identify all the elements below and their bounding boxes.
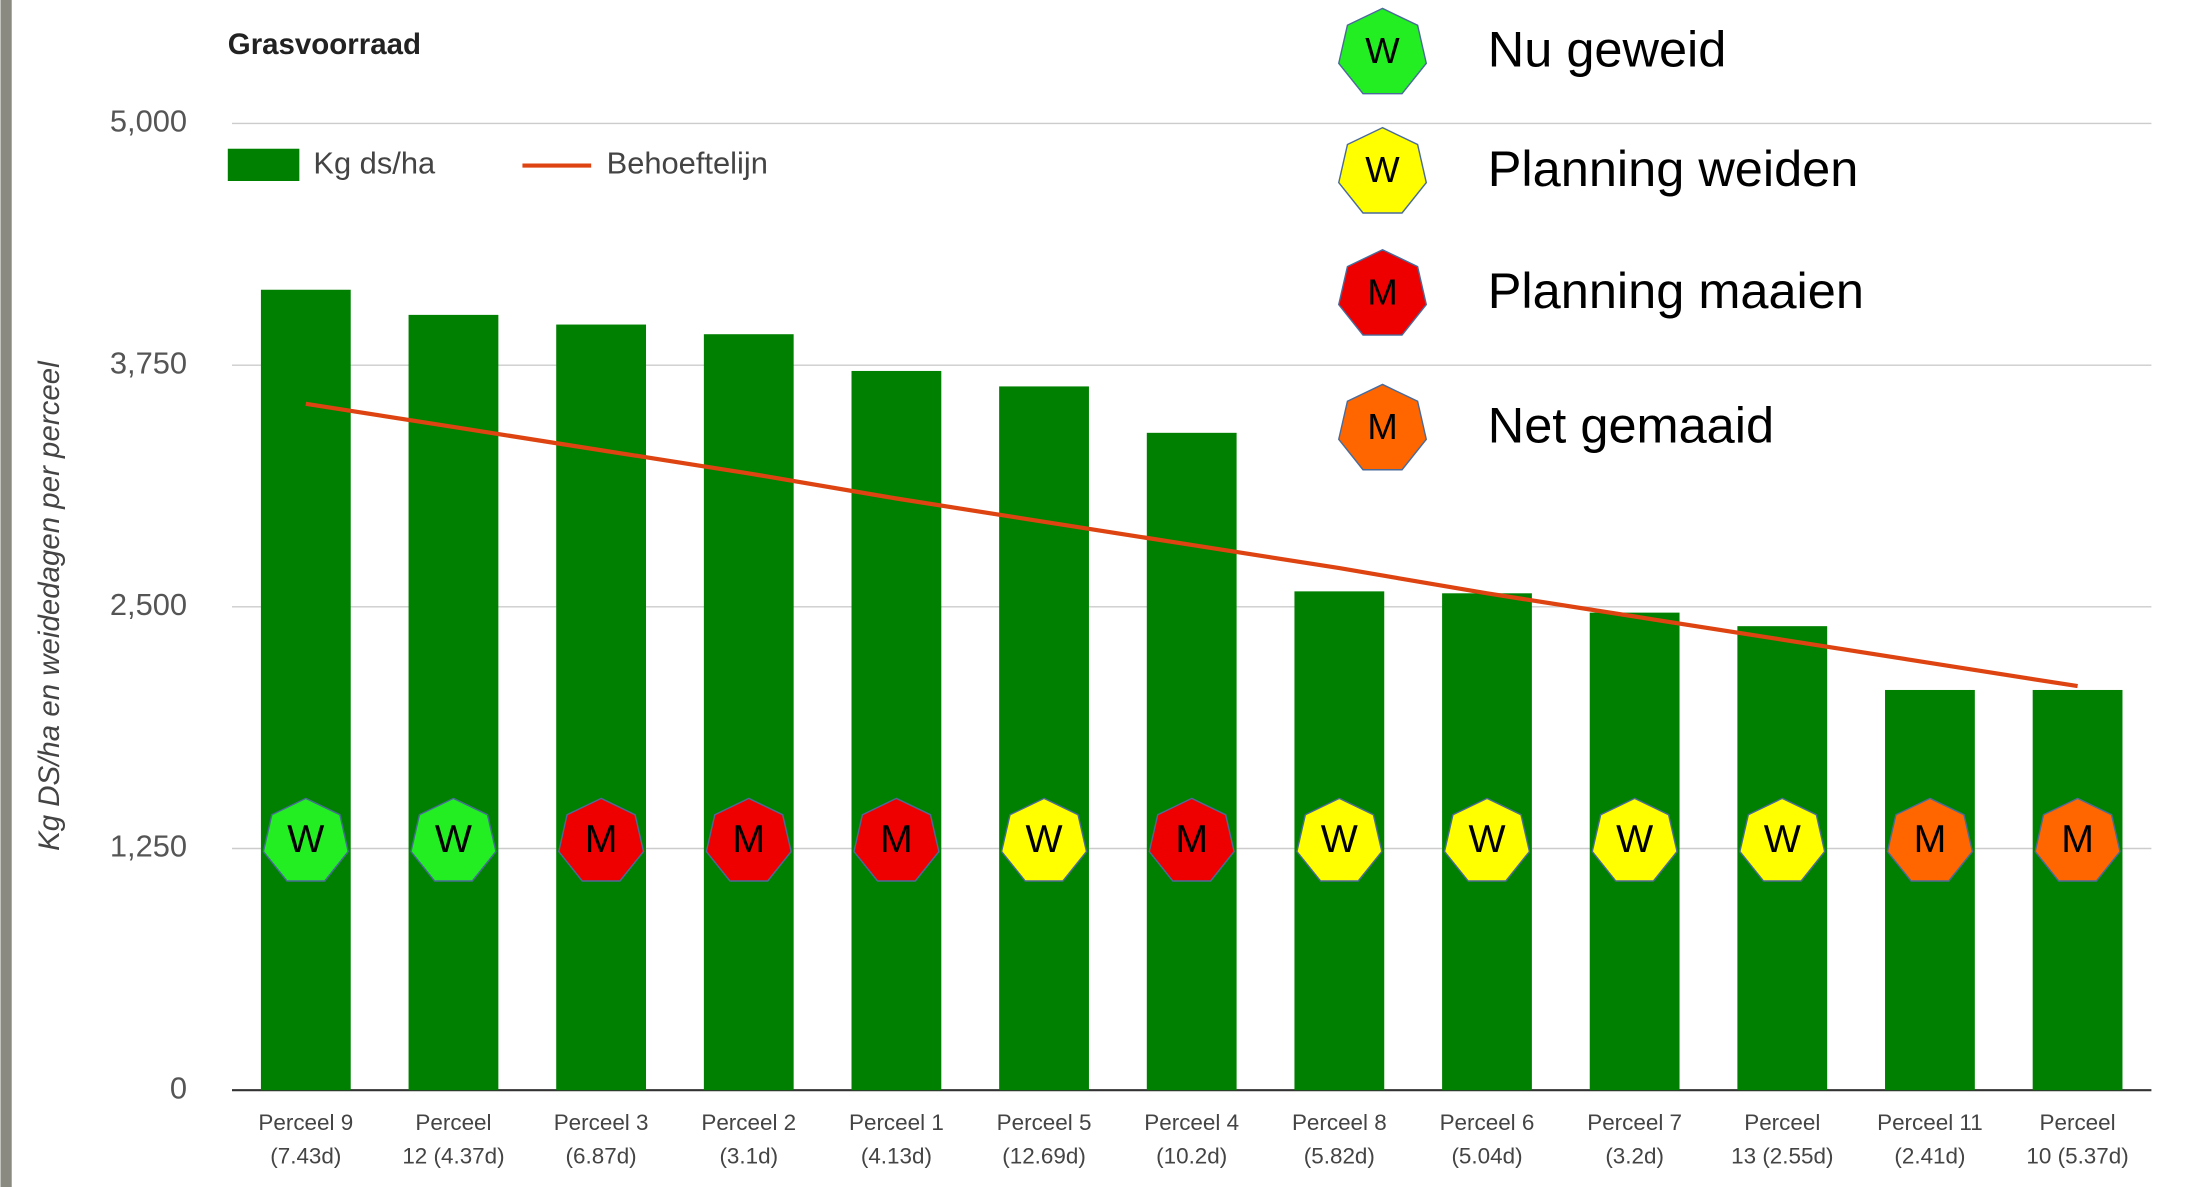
status-badge-letter: W: [435, 817, 472, 861]
bar: [1885, 689, 1975, 1091]
legend-label: Kg ds/ha: [313, 146, 436, 181]
y-tick-label: 1,250: [110, 829, 187, 864]
status-badge: [262, 797, 349, 882]
status-badge: [705, 797, 792, 882]
status-legend-label: Planning weiden: [1488, 140, 1859, 197]
status-badge: [853, 797, 940, 882]
x-tick-label: Perceel 3 (6.87d): [554, 1110, 649, 1169]
bar: [703, 334, 794, 1091]
chart-title: Grasvoorraad: [228, 28, 421, 61]
x-tick-label: Perceel 7 (3.2d): [1587, 1110, 1682, 1169]
x-tick-label: Perceel 10 (5.37d): [2026, 1110, 2128, 1169]
status-badge: [1886, 797, 1974, 882]
photo-edge: [0, 0, 12, 1187]
status-badge-letter: M: [732, 817, 765, 861]
status-legend-badge: [1337, 126, 1428, 214]
status-badge: [2034, 797, 2121, 882]
x-tick-label: Perceel 9 (7.43d): [258, 1110, 353, 1169]
status-legend-letter: W: [1365, 30, 1400, 71]
y-tick-label: 2,500: [110, 587, 187, 622]
requirement-line: [305, 401, 2078, 689]
bar: [999, 386, 1089, 1091]
bar: [1146, 432, 1237, 1091]
x-tick-label: Perceel 2 (3.1d): [701, 1110, 796, 1169]
bar: [851, 370, 942, 1091]
x-tick-label: Perceel 8 (5.82d): [1292, 1110, 1387, 1169]
bar: [408, 314, 499, 1091]
status-badge-letter: W: [1321, 817, 1358, 861]
status-badge-letter: W: [1616, 817, 1653, 861]
status-badge: [1148, 797, 1235, 882]
x-tick-label: Perceel 12 (4.37d): [402, 1110, 504, 1169]
x-tick-label: Perceel 6 (5.04d): [1440, 1110, 1535, 1169]
status-badge: [1000, 797, 1088, 882]
status-badge-letter: M: [1175, 817, 1208, 861]
status-legend-letter: M: [1367, 406, 1397, 447]
status-legend-badge: [1337, 383, 1428, 471]
status-badge-letter: M: [1914, 817, 1947, 861]
status-badge-letter: W: [287, 817, 324, 861]
status-legend-label: Net gemaaid: [1488, 397, 1774, 454]
status-badge: [558, 797, 645, 882]
bar: [2032, 689, 2123, 1091]
status-badge-letter: M: [2061, 817, 2094, 861]
legend-swatch: [227, 148, 300, 181]
status-badge: [410, 797, 497, 882]
status-legend-badge: [1337, 248, 1428, 336]
status-badge: [1443, 797, 1531, 882]
status-legend-label: Planning maaien: [1488, 262, 1864, 319]
x-tick-label: Perceel 4 (10.2d): [1144, 1110, 1239, 1169]
status-badge-letter: W: [1468, 817, 1505, 861]
status-badge-letter: W: [1764, 817, 1801, 861]
bar: [556, 324, 647, 1091]
status-badge: [1591, 797, 1678, 882]
status-badge-letter: M: [880, 817, 913, 861]
x-tick-label: Perceel 11 (2.41d): [1877, 1110, 1983, 1169]
x-tick-label: Perceel 13 (2.55d): [1731, 1110, 1833, 1169]
status-legend-label: Nu geweid: [1488, 21, 1727, 78]
y-tick-label: 0: [170, 1070, 187, 1105]
status-legend-badge: [1337, 7, 1428, 95]
bar: [260, 289, 351, 1091]
x-tick-label: Perceel 1 (4.13d): [849, 1110, 944, 1169]
status-legend-letter: W: [1365, 149, 1400, 190]
status-badge-letter: W: [1026, 817, 1063, 861]
y-tick-label: 3,750: [110, 345, 187, 380]
status-badge: [1739, 797, 1826, 882]
y-axis-label: Kg DS/ha en weidedagen per perceel: [33, 360, 66, 851]
x-tick-label: Perceel 5 (12.69d): [997, 1110, 1092, 1169]
legend-label: Behoeftelijn: [607, 146, 768, 181]
status-badge-letter: M: [585, 817, 618, 861]
y-tick-label: 5,000: [110, 104, 187, 139]
status-legend-letter: M: [1367, 271, 1397, 312]
status-badge: [1296, 797, 1383, 882]
